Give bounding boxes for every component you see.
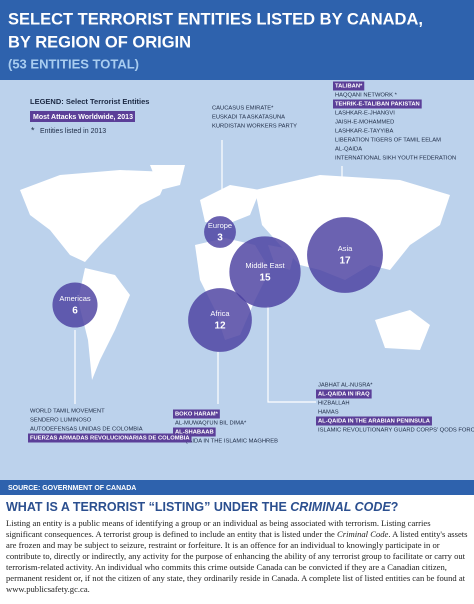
entity-item: TEHRIK-E-TALIBAN PAKISTAN [333, 99, 422, 109]
region-count: 3 [217, 233, 223, 244]
heading-text: ? [390, 500, 399, 514]
entity-name: JABHAT AL-NUSRA* [318, 383, 373, 389]
paragraph-text: . A listed entity's assets are frozen an… [6, 529, 468, 594]
entity-item: AL-MUWAQI'UN BIL DIMA* [175, 421, 247, 427]
region-bubble [307, 217, 383, 293]
entity-highlight [333, 99, 422, 109]
entity-name: LIBERATION TIGERS OF TAMIL EELAM [335, 138, 441, 144]
region-bubble [52, 282, 98, 328]
entity-highlight [28, 433, 192, 443]
region-name: Asia [338, 244, 353, 253]
entity-item: HIZBALLAH [318, 401, 350, 407]
region-count: 15 [259, 273, 271, 284]
heading-text: WHAT IS A TERRORIST “LISTING” UNDER THE [6, 500, 291, 514]
entity-item: HAQQANI NETWORK * [335, 93, 398, 99]
entity-highlight [333, 81, 365, 91]
entity-item: LASHKAR-E-JHANGVI [335, 111, 395, 117]
region-count: 17 [339, 256, 351, 267]
entity-name: JAISH-E-MOHAMMED [335, 120, 394, 126]
entity-name: TALIBAN* [335, 84, 363, 90]
section-heading: WHAT IS A TERRORIST “LISTING” UNDER THE … [6, 500, 468, 514]
entity-item: ISLAMIC REVOLUTIONARY GUARD CORPS' QODS … [318, 428, 474, 434]
entity-item: AL-QAIDA IN THE ISLAMIC MAGHREB [175, 439, 278, 445]
entity-item: AL-QAIDA IN THE ARABIAN PENINSULA [316, 416, 432, 426]
legend-asterisk-label: Entities listed in 2013 [40, 128, 106, 135]
entity-name: LASHKAR-E-JHANGVI [335, 111, 395, 117]
region-bubble [204, 216, 236, 248]
entity-name: HIZBALLAH [318, 401, 350, 407]
entity-item: CAUCASUS EMIRATE* [212, 106, 274, 112]
entity-name: INTERNATIONAL SIKH YOUTH FEDERATION [335, 156, 456, 162]
entity-name: AL-SHABAAB [175, 430, 214, 436]
region-name: Middle East [245, 261, 285, 270]
subtitle: (53 ENTITIES TOTAL) [8, 56, 139, 71]
entity-item: EUSKADI TA ASKATASUNA [212, 115, 285, 121]
region-count: 12 [214, 321, 226, 332]
entity-item: KURDISTAN WORKERS PARTY [212, 124, 297, 130]
text-section: WHAT IS A TERRORIST “LISTING” UNDER THE … [0, 495, 474, 604]
entity-item: AUTODEFENSAS UNIDAS DE COLOMBIA [30, 427, 143, 433]
entity-item: JABHAT AL-NUSRA* [318, 383, 373, 389]
entity-name: HAMAS [318, 410, 339, 416]
header-band [0, 0, 474, 80]
entity-name: ISLAMIC REVOLUTIONARY GUARD CORPS' QODS … [318, 428, 474, 434]
entity-highlight [173, 409, 220, 419]
source-band [0, 480, 474, 495]
entity-name: AL-QAIDA IN THE ISLAMIC MAGHREB [175, 439, 278, 445]
region-name: Africa [210, 309, 230, 318]
entity-name: EUSKADI TA ASKATASUNA [212, 115, 285, 121]
region-name: Americas [59, 294, 91, 303]
entity-item: LIBERATION TIGERS OF TAMIL EELAM [335, 138, 441, 144]
paragraph-text: Listing an entity is a public means of i… [6, 518, 431, 539]
entity-name: CAUCASUS EMIRATE* [212, 106, 274, 112]
entity-highlight [316, 416, 432, 426]
legend-highlight-label: Most Attacks Worldwide, 2013 [33, 114, 133, 121]
region-bubble [229, 236, 301, 308]
entity-item: JAISH-E-MOHAMMED [335, 120, 394, 126]
entity-name: HAQQANI NETWORK * [335, 93, 398, 99]
legend-asterisk: * [31, 125, 35, 135]
entity-item: LASHKAR-E-TAYYIBA [335, 129, 394, 135]
entity-name: AL-MUWAQI'UN BIL DIMA* [175, 421, 247, 427]
entity-name: SENDERO LUMINOSO [30, 418, 92, 424]
entity-name: AL-QAIDA [335, 147, 362, 153]
infographic: SELECT TERRORIST ENTITIES LISTED BY CANA… [0, 0, 474, 495]
title-line: BY REGION OF ORIGIN [8, 33, 191, 51]
entity-name: AL-QAIDA IN IRAQ [318, 392, 370, 398]
legend-swatch [30, 111, 135, 122]
region-count: 6 [72, 306, 78, 317]
entity-item: SENDERO LUMINOSO [30, 418, 92, 424]
entity-name: AUTODEFENSAS UNIDAS DE COLOMBIA [30, 427, 143, 433]
title-line: SELECT TERRORIST ENTITIES LISTED BY CANA… [8, 10, 423, 28]
entity-name: BOKO HARAM* [175, 412, 219, 418]
region-bubble [188, 288, 252, 352]
entity-highlight [173, 427, 216, 437]
entity-name: AL-QAIDA IN THE ARABIAN PENINSULA [318, 419, 431, 425]
entity-item: AL-QAIDA IN IRAQ [316, 389, 372, 399]
entity-name: KURDISTAN WORKERS PARTY [212, 124, 297, 130]
source: SOURCE: GOVERNMENT OF CANADA [8, 485, 136, 492]
entity-name: TEHRIK-E-TALIBAN PAKISTAN [335, 102, 420, 108]
section-paragraph: Listing an entity is a public means of i… [6, 518, 468, 595]
entity-item: TALIBAN* [333, 81, 365, 91]
entity-highlight [316, 389, 372, 399]
entity-item: WORLD TAMIL MOVEMENT [30, 409, 105, 415]
entity-item: INTERNATIONAL SIKH YOUTH FEDERATION [335, 156, 456, 162]
connector [267, 306, 316, 403]
heading-italic: CRIMINAL CODE [290, 500, 391, 514]
entity-item: AL-SHABAAB [173, 427, 216, 437]
entity-item: FUERZAS ARMADAS REVOLUCIONARIAS DE COLOM… [28, 433, 192, 443]
entity-name: FUERZAS ARMADAS REVOLUCIONARIAS DE COLOM… [30, 436, 190, 442]
paragraph-italic: Criminal Code [337, 529, 389, 539]
region-name: Europe [208, 221, 232, 230]
entity-item: HAMAS [318, 410, 339, 416]
entity-name: LASHKAR-E-TAYYIBA [335, 129, 394, 135]
entity-name: WORLD TAMIL MOVEMENT [30, 409, 105, 415]
entity-item: AL-QAIDA [335, 147, 362, 153]
legend-title: LEGEND: Select Terrorist Entities [30, 97, 149, 106]
entity-item: BOKO HARAM* [173, 409, 220, 419]
